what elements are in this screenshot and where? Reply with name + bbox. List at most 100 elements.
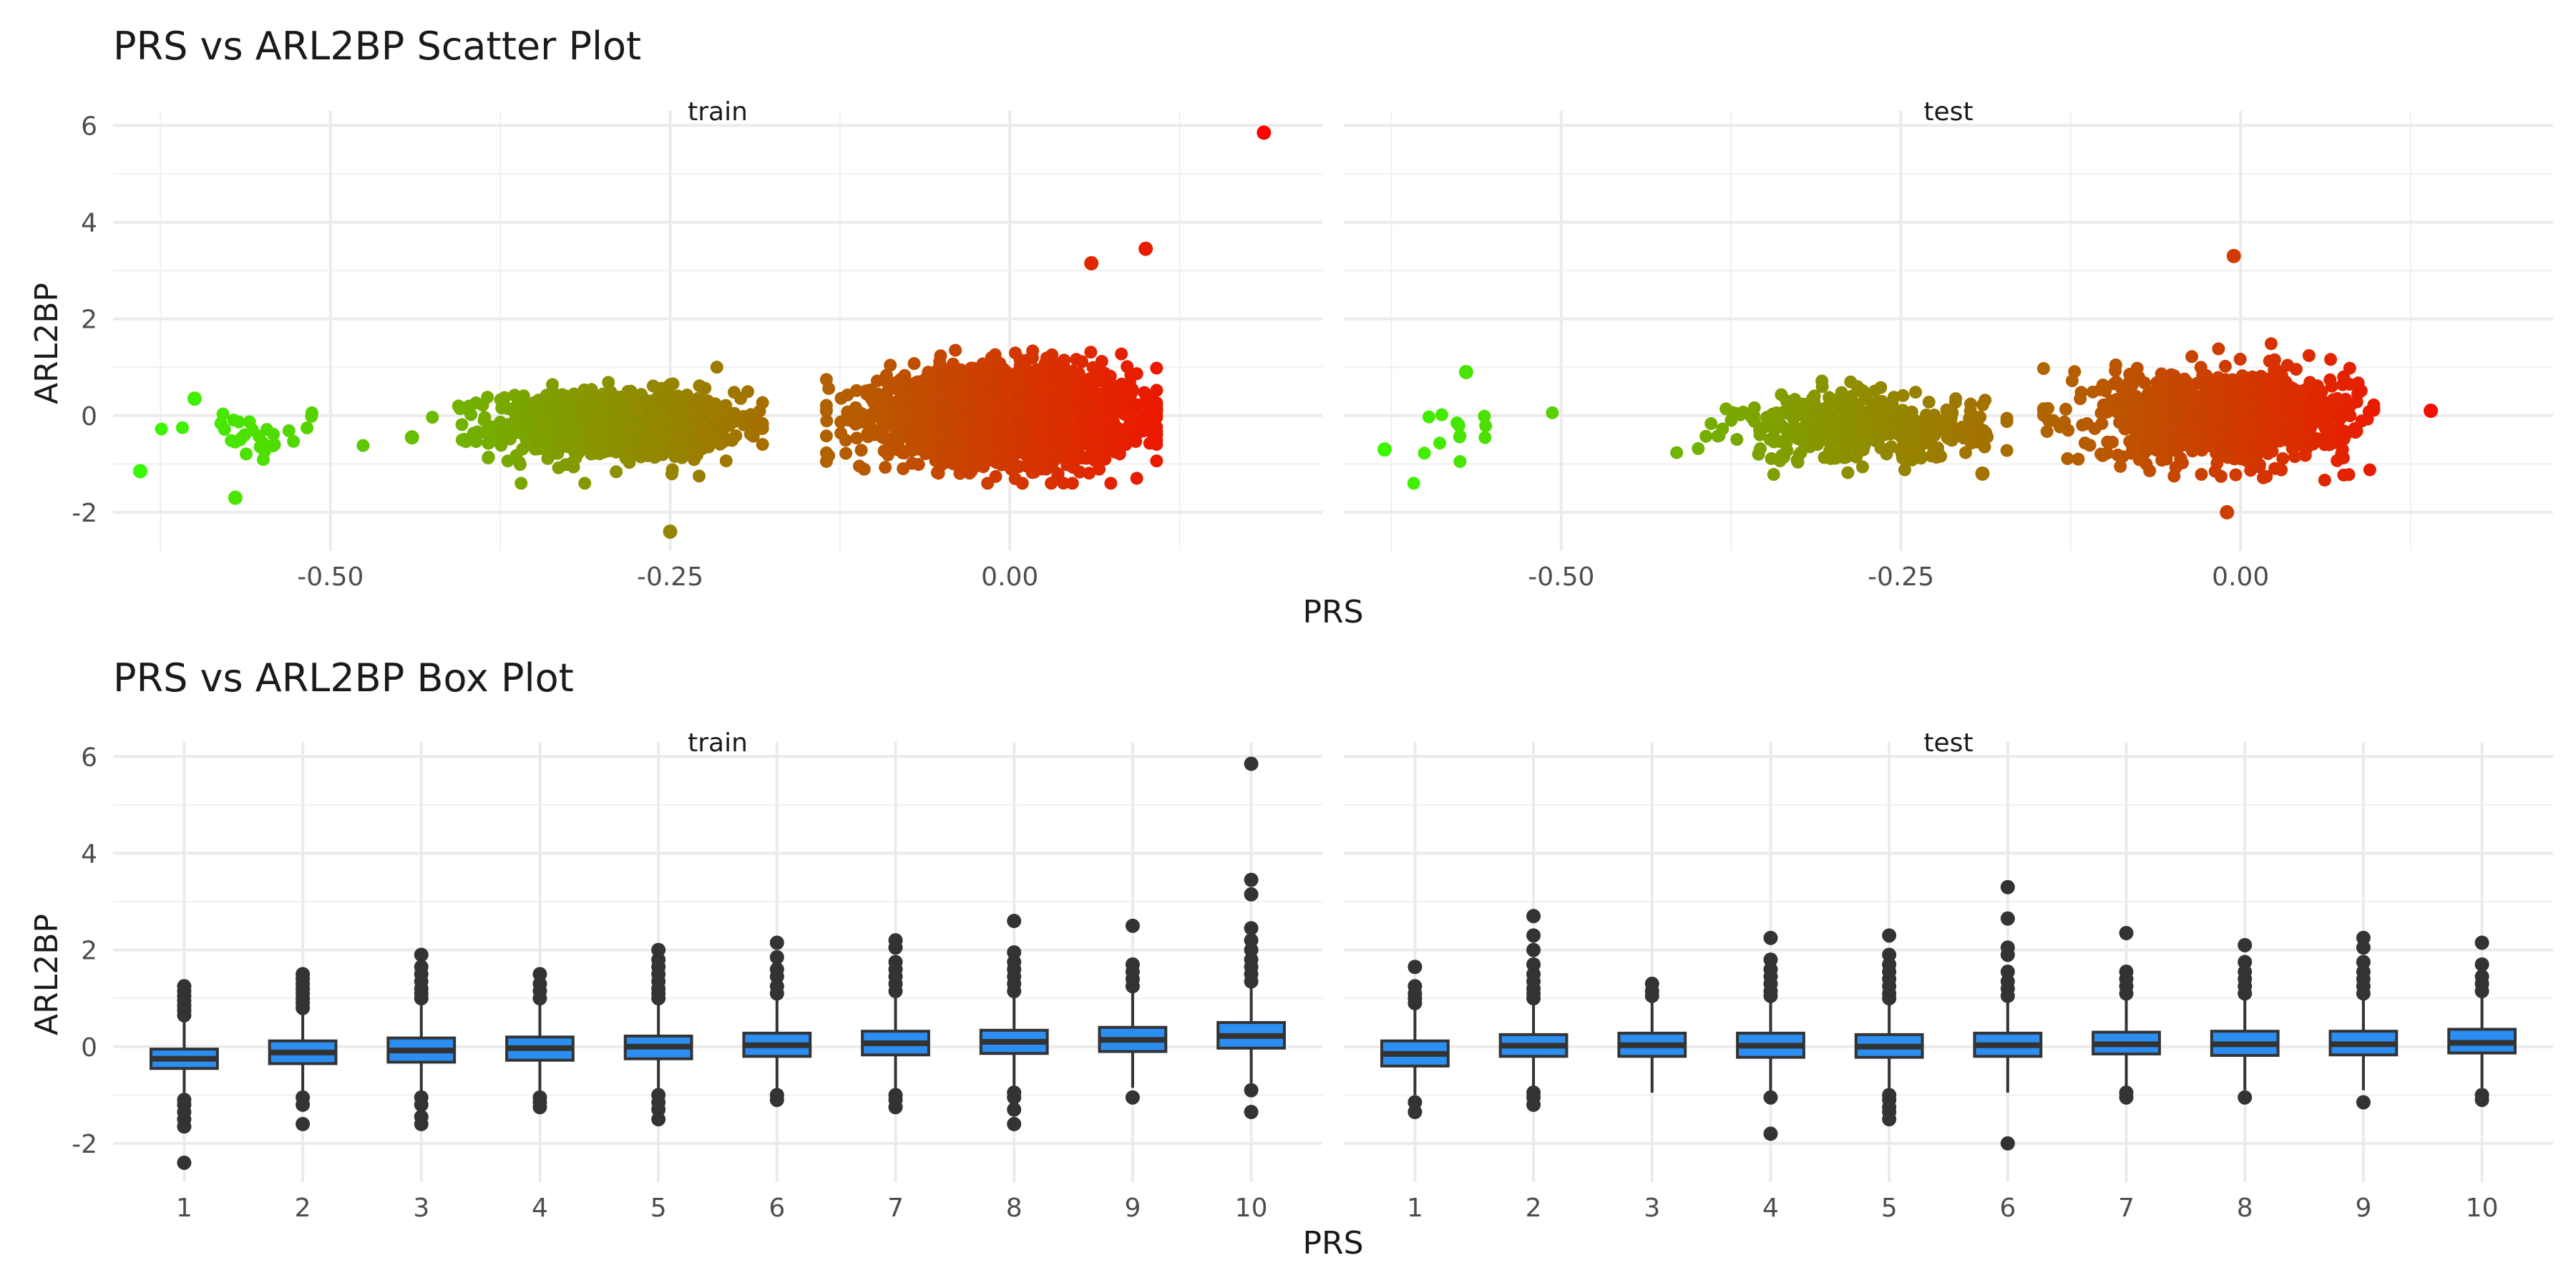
data-point: [517, 405, 530, 419]
data-point: [469, 396, 483, 410]
data-point: [1948, 396, 1962, 409]
data-point: [947, 457, 960, 471]
data-point: [1765, 408, 1778, 421]
data-point: [615, 409, 629, 423]
data-point: [2212, 342, 2225, 356]
data-point: [1842, 414, 1855, 428]
data-point: [508, 389, 522, 402]
data-point: [853, 416, 867, 429]
data-point: [1106, 379, 1119, 393]
data-point: [1815, 380, 1829, 394]
data-point: [232, 415, 245, 429]
data-point: [921, 413, 935, 426]
data-point: [635, 436, 649, 450]
data-point: [1112, 433, 1126, 447]
data-point: [1433, 436, 1447, 450]
data-point: [1150, 454, 1163, 468]
data-point: [2195, 467, 2208, 481]
data-point: [2280, 358, 2294, 372]
data-point: [665, 463, 679, 477]
data-point: [1435, 408, 1448, 421]
data-point: [301, 421, 314, 435]
data-point: [849, 384, 863, 397]
data-point: [849, 401, 862, 414]
data-point: [266, 439, 280, 453]
data-point: [404, 430, 419, 445]
data-point: [934, 349, 947, 363]
data-point: [287, 434, 301, 448]
data-point: [961, 404, 975, 418]
data-point: [917, 422, 930, 436]
data-point: [2335, 447, 2348, 461]
data-point: [501, 418, 514, 431]
data-point: [686, 436, 700, 450]
y-tick-label: 0: [81, 402, 97, 431]
data-point: [1044, 459, 1058, 472]
data-point: [540, 389, 553, 402]
data-point: [1670, 446, 1684, 459]
data-point: [1121, 360, 1134, 374]
data-point: [187, 391, 202, 406]
data-point: [1115, 347, 1128, 361]
data-point: [1013, 353, 1027, 366]
data-point: [2318, 473, 2331, 487]
data-point: [1479, 419, 1493, 433]
data-point: [1835, 450, 1848, 464]
data-point: [938, 421, 952, 434]
data-point: [1130, 367, 1143, 381]
data-point: [1730, 433, 1744, 447]
data-point: [664, 440, 678, 454]
data-point: [2268, 462, 2282, 475]
data-point: [834, 426, 848, 440]
data-point: [953, 467, 967, 480]
data-point: [1453, 430, 1466, 444]
data-point: [260, 423, 273, 436]
data-point: [1009, 378, 1023, 391]
data-point: [545, 399, 559, 413]
data-point: [643, 406, 657, 420]
data-point: [240, 447, 253, 461]
data-point: [693, 469, 706, 483]
data-point: [981, 439, 995, 453]
data-point: [459, 435, 473, 449]
data-point: [1010, 416, 1024, 430]
data-point: [719, 454, 733, 468]
data-point: [512, 456, 526, 469]
data-point: [2109, 358, 2122, 371]
data-point: [921, 370, 935, 384]
data-point: [1108, 406, 1122, 420]
data-point: [565, 456, 579, 469]
data-point: [1018, 426, 1032, 439]
data-point: [904, 444, 918, 457]
data-point: [585, 420, 599, 434]
data-point: [2214, 469, 2228, 483]
data-point: [256, 453, 270, 467]
data-point: [613, 438, 626, 452]
data-point: [875, 400, 889, 414]
data-point: [1767, 468, 1780, 482]
data-point: [2323, 438, 2336, 452]
data-point: [305, 406, 318, 419]
data-point: [972, 450, 986, 464]
data-point: [650, 444, 664, 458]
data-point: [1855, 460, 1869, 474]
data-point: [175, 421, 189, 434]
data-point: [2322, 417, 2336, 431]
data-point: [599, 431, 613, 444]
data-point: [467, 426, 480, 440]
data-point: [2302, 348, 2316, 362]
data-point: [1012, 391, 1025, 405]
data-point: [1754, 442, 1767, 456]
scatter-strip-test: test: [1923, 97, 1973, 127]
data-point: [2194, 361, 2207, 374]
data-point: [1063, 414, 1077, 427]
data-point: [985, 351, 998, 364]
data-point: [1898, 463, 1911, 477]
data-point: [1478, 431, 1492, 444]
data-point: [632, 402, 645, 416]
data-point: [927, 427, 941, 441]
data-point: [532, 436, 545, 450]
data-point: [2000, 444, 2014, 457]
data-point: [155, 422, 168, 436]
